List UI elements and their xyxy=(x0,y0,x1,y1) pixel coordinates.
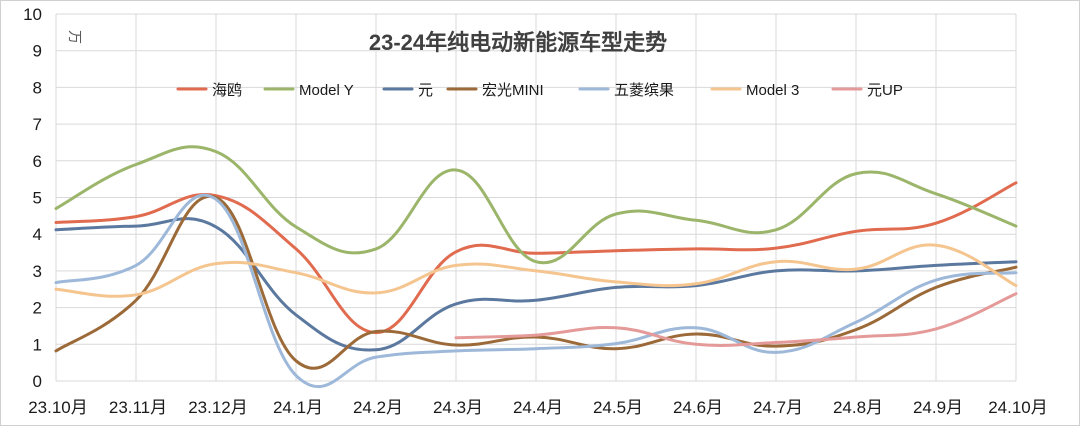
legend: 海鸥 Model Y 元 宏光MINI 五菱缤果 Model 3 元UP xyxy=(176,82,903,99)
y-tick-label: 10 xyxy=(23,5,42,24)
series-line-6 xyxy=(454,292,1018,347)
x-tick-label: 24.2月 xyxy=(353,398,403,417)
x-tick-label: 23.10月 xyxy=(28,398,88,417)
y-tick-label: 0 xyxy=(33,372,42,391)
series-line-5 xyxy=(54,243,1018,298)
y-tick-label: 6 xyxy=(33,152,42,171)
y-tick-label: 9 xyxy=(33,42,42,61)
x-tick-label: 24.1月 xyxy=(273,398,323,417)
series-lines xyxy=(54,145,1018,389)
y-tick-label: 2 xyxy=(33,299,42,318)
x-tick-label: 24.3月 xyxy=(433,398,483,417)
legend-label: 五菱缤果 xyxy=(614,82,674,99)
legend-label: 宏光MINI xyxy=(482,82,544,99)
x-tick-label: 24.8月 xyxy=(833,398,883,417)
x-tick-label: 23.11月 xyxy=(109,398,167,417)
x-tick-label: 24.9月 xyxy=(913,398,963,417)
x-tick-label: 24.7月 xyxy=(753,398,803,417)
y-tick-label: 4 xyxy=(33,225,42,244)
y-axis-unit: 万 xyxy=(67,30,83,44)
x-tick-label: 24.10月 xyxy=(988,398,1048,417)
series-line-4 xyxy=(54,193,1018,389)
series-line-0 xyxy=(54,181,1018,335)
x-tick-label: 23.12月 xyxy=(188,398,248,417)
y-tick-label: 1 xyxy=(33,335,42,354)
x-tick-label: 24.5月 xyxy=(593,398,643,417)
x-tick-label: 24.4月 xyxy=(513,398,563,417)
legend-label: Model 3 xyxy=(746,82,799,99)
x-tick-label: 24.6月 xyxy=(673,398,723,417)
legend-label: Model Y xyxy=(299,82,354,99)
y-axis-ticks: 0 1 2 3 4 5 6 7 8 9 10 xyxy=(23,5,42,391)
y-tick-label: 3 xyxy=(33,262,42,281)
y-tick-label: 5 xyxy=(33,189,42,208)
series-line-1 xyxy=(54,145,1018,265)
legend-label: 元 xyxy=(418,82,433,99)
y-tick-label: 7 xyxy=(33,115,42,134)
legend-label: 元UP xyxy=(867,82,903,99)
chart-title: 23-24年纯电动新能源车型走势 xyxy=(369,30,667,55)
y-tick-label: 8 xyxy=(33,78,42,97)
legend-label: 海鸥 xyxy=(212,82,242,99)
x-axis-ticks: 23.10月 23.11月 23.12月 24.1月 24.2月 24.3月 24.4月 24… xyxy=(28,398,1048,417)
